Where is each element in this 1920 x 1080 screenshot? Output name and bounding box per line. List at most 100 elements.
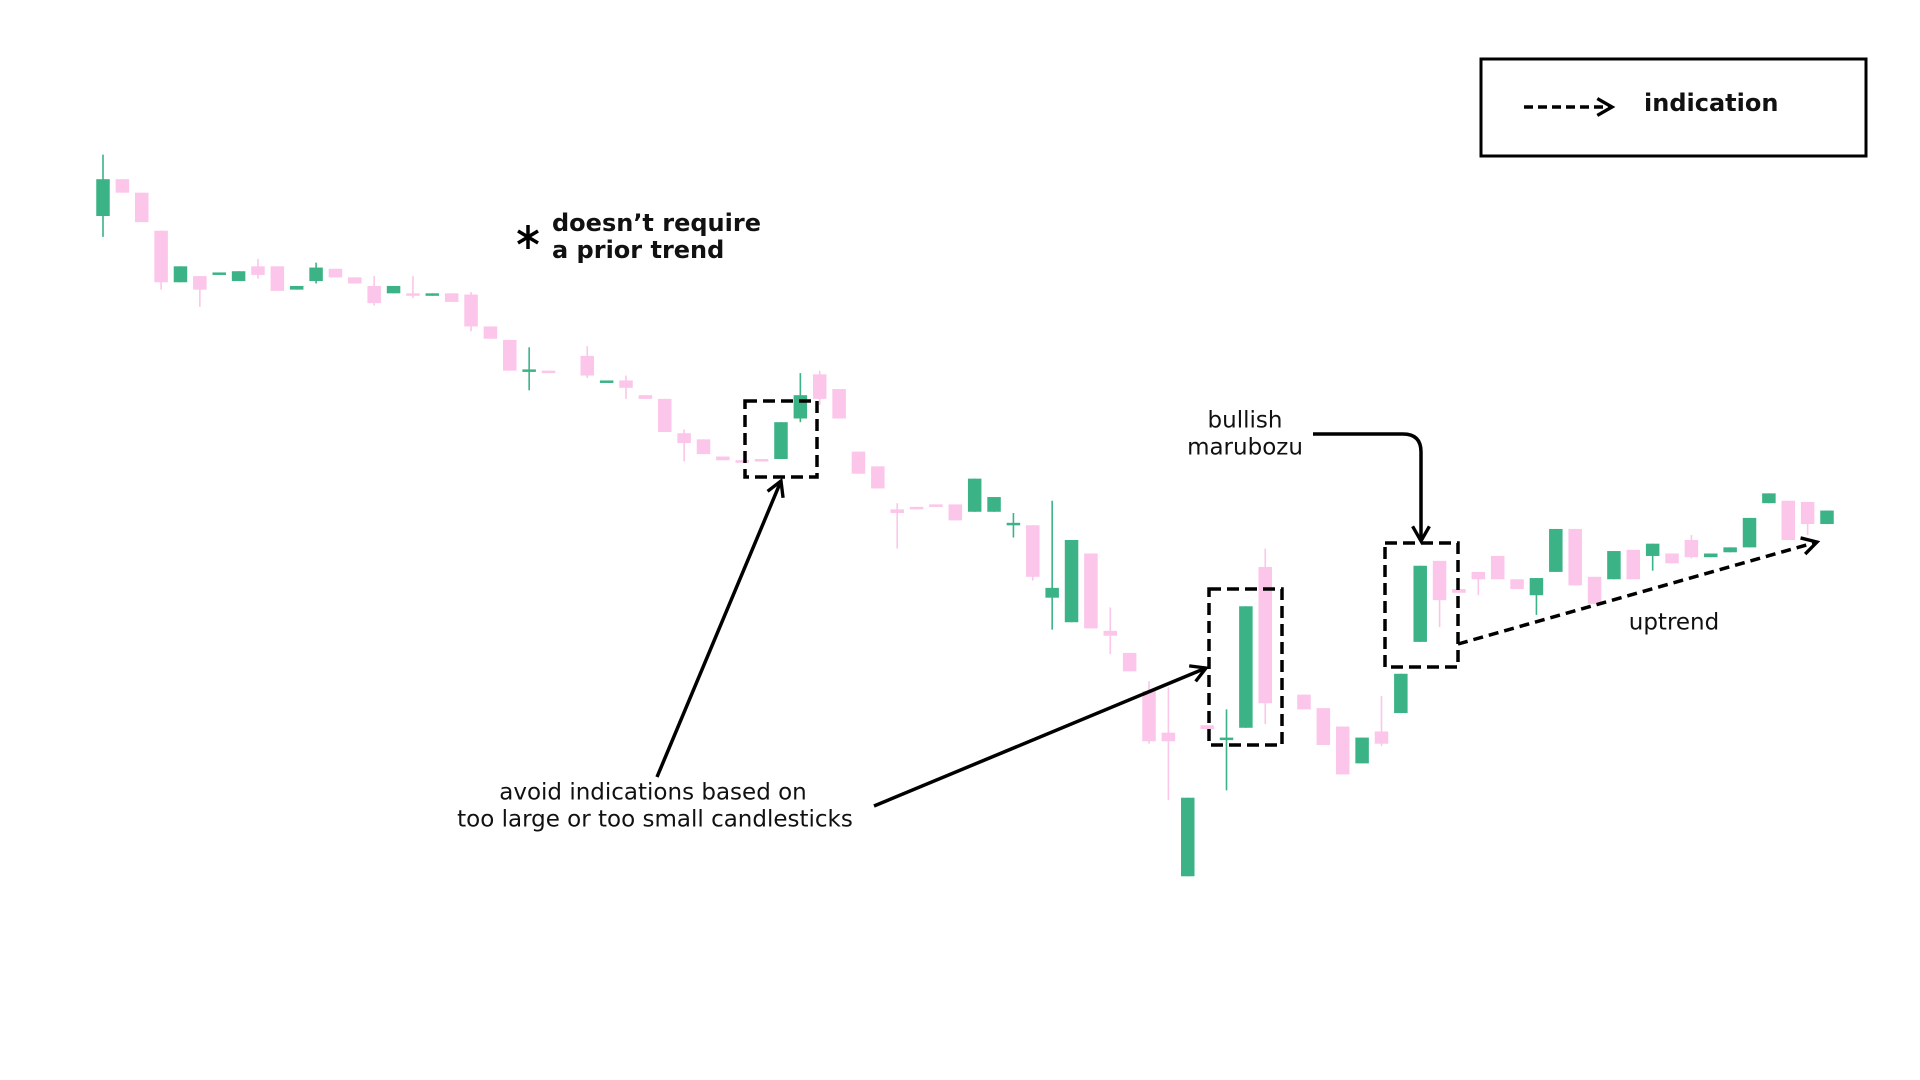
candle-body (599, 380, 614, 383)
candle-body (1471, 571, 1486, 580)
annotation: uptrend (1629, 610, 1719, 636)
candle-body (541, 370, 556, 374)
candle-body (658, 398, 672, 432)
candle-body (464, 294, 478, 327)
candle-body (948, 504, 963, 521)
note-asterisk (517, 225, 539, 249)
candle-body (812, 374, 827, 399)
candle-body (1568, 528, 1582, 586)
annotation: marubozu (1187, 435, 1303, 461)
candle-body (987, 497, 1001, 512)
candle-body (1297, 694, 1311, 710)
candle-body (851, 451, 866, 474)
candle-body (1723, 547, 1737, 553)
candle-body (696, 439, 711, 455)
arrow (873, 664, 1210, 808)
candle-body (1316, 708, 1331, 745)
candle-body (212, 272, 226, 275)
candle-body (348, 277, 362, 284)
candle-body (580, 355, 595, 376)
annotation: too large or too small candlesticks (457, 807, 853, 833)
candle-body (1355, 737, 1369, 764)
candle-body (1490, 555, 1505, 580)
candle-body (386, 285, 401, 294)
candle-body (1529, 578, 1544, 596)
note-line: a prior trend (552, 236, 724, 264)
candle-body (716, 456, 730, 461)
candle-body (328, 268, 343, 278)
candle-body (231, 271, 246, 282)
candle-body (1665, 553, 1679, 564)
candle-body (1452, 589, 1466, 593)
candle-body (1762, 493, 1776, 504)
candle-body (967, 478, 982, 512)
legend-box (1479, 57, 1868, 158)
candle-body (503, 339, 517, 371)
candle-body (1026, 525, 1040, 577)
candle-body (1510, 579, 1524, 590)
candle-body (1335, 726, 1350, 775)
legend-label: indication (1644, 89, 1778, 117)
candle-body (638, 395, 653, 399)
candle-body (483, 326, 498, 339)
candle-body (1549, 528, 1563, 572)
candle-body (1607, 551, 1621, 580)
candle-body (1374, 731, 1389, 744)
candle-body (1820, 510, 1834, 525)
candle-body (1161, 732, 1176, 742)
candle-body (929, 504, 943, 507)
candle-body (367, 285, 381, 304)
candle-body (1258, 567, 1272, 704)
trend-arrow (1457, 536, 1821, 646)
candle-body (1122, 652, 1137, 672)
candle-body (832, 389, 846, 419)
candle-body (754, 459, 769, 462)
candle-body (793, 395, 808, 419)
candle-body (96, 179, 110, 216)
candle-body (1006, 522, 1021, 526)
candle-body (1045, 587, 1059, 598)
candle-body (1704, 553, 1718, 558)
candle-body (1645, 543, 1660, 556)
candle-body (1684, 540, 1699, 558)
note-line: doesn’t require (552, 209, 761, 237)
candle-body (1394, 673, 1408, 714)
candle-body (1742, 517, 1757, 548)
candle-body (1239, 606, 1253, 728)
candle-body (1432, 560, 1447, 601)
candles (96, 154, 1834, 877)
candle-body (774, 422, 788, 459)
candle-body (1781, 500, 1796, 540)
candle-body (115, 179, 130, 193)
candle-body (406, 293, 420, 296)
candle-body (522, 369, 536, 372)
candle-body (173, 266, 188, 283)
candle-body (270, 266, 285, 291)
candle-body (1181, 797, 1195, 877)
candle-body (1587, 576, 1602, 604)
annotation: avoid indications based on (499, 780, 807, 806)
candle-body (735, 460, 749, 463)
arrow (1313, 432, 1431, 545)
candle-body (1103, 630, 1118, 636)
candle-body (134, 192, 149, 223)
candle-body (1800, 501, 1815, 525)
candle-body (289, 285, 304, 290)
candle-body (1084, 553, 1098, 629)
candle-body (193, 276, 207, 290)
candle-body (1064, 540, 1079, 623)
highlight-box (743, 399, 819, 479)
candle-body (425, 293, 440, 296)
annotation: bullish (1208, 408, 1283, 434)
candle-body (909, 506, 924, 510)
candle-body (251, 266, 265, 275)
candle-body (309, 267, 323, 282)
candle-body (1200, 725, 1214, 729)
candle-body (871, 466, 885, 489)
candle-body (1626, 549, 1641, 580)
arrow (655, 477, 785, 778)
candle-body (677, 433, 691, 444)
candle-body (619, 380, 633, 388)
